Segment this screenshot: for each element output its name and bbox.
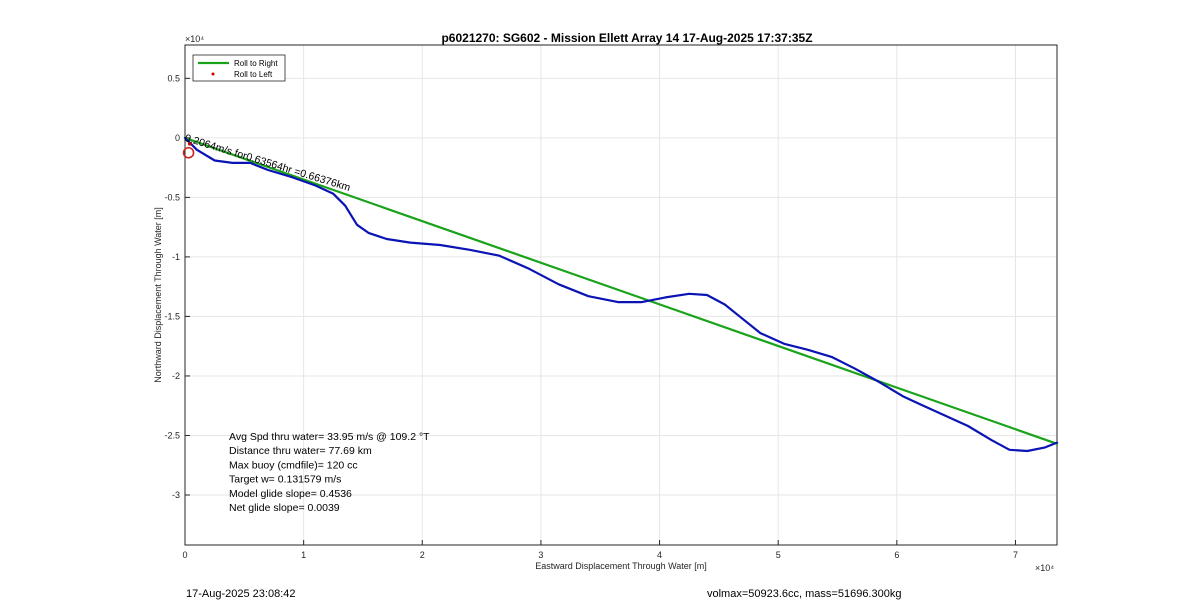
y-tick-label: -2.5 [164, 430, 180, 440]
series-layer [183, 136, 1059, 453]
x-tick-label: 0 [182, 550, 187, 560]
y-axis-exponent: ×10⁴ [185, 34, 204, 44]
x-axis-exponent: ×10⁴ [1035, 563, 1054, 573]
stats-line: Net glide slope= 0.0039 [229, 502, 340, 514]
x-tick-label: 3 [538, 550, 543, 560]
legend: Roll to Right Roll to Left [192, 54, 286, 82]
legend-entry-label: Roll to Right [234, 59, 278, 68]
stats-line: Avg Spd thru water= 33.95 m/s @ 109.2 °T [229, 431, 430, 443]
track-annotation: 0.2064m/s for0.63564hr =0.66376km [183, 132, 352, 194]
y-tick-label: -2 [172, 371, 180, 381]
roll-left-point [187, 142, 192, 146]
footer-timestamp: 17-Aug-2025 23:08:42 [186, 588, 296, 600]
plot-frame [184, 44, 1058, 546]
x-tick-label: 4 [657, 550, 662, 560]
y-tick-label: 0.5 [167, 73, 180, 83]
stats-line: Distance thru water= 77.69 km [229, 445, 372, 457]
x-tick-label: 2 [420, 550, 425, 560]
series-line-0 [183, 136, 1059, 445]
legend-box [192, 54, 286, 82]
grid [184, 45, 1057, 545]
axis-ticks: 0 1 2 3 4 5 6 7 0.5 0 -0.5 -1 -1.5 -2 -2.5 -3 [164, 73, 1017, 560]
x-tick-label: 1 [301, 550, 306, 560]
y-tick-label: -1.5 [164, 311, 180, 321]
x-tick-label: 5 [776, 550, 781, 560]
x-tick-label: 7 [1013, 550, 1018, 560]
y-tick-label: -0.5 [164, 192, 180, 202]
chart-title: p6021270: SG602 - Mission Ellett Array 1… [441, 31, 812, 45]
stats-block: Avg Spd thru water= 33.95 m/s @ 109.2 °T… [229, 431, 430, 514]
y-tick-label: -1 [172, 252, 180, 262]
stats-line: Target w= 0.131579 m/s [229, 474, 341, 486]
series-line-1 [183, 136, 1059, 453]
y-tick-label: -3 [172, 490, 180, 500]
y-axis-label: Northward Displacement Through Water [m] [153, 207, 163, 383]
legend-entry-label: Roll to Left [234, 70, 273, 79]
stats-line: Max buoy (cmdfile)= 120 cc [229, 459, 358, 471]
start-marker [182, 146, 195, 159]
stats-line: Model glide slope= 0.4536 [229, 488, 352, 500]
x-tick-label: 6 [894, 550, 899, 560]
legend-swatch-dot [211, 72, 215, 76]
marker-layer [182, 142, 195, 159]
y-tick-label: 0 [175, 133, 180, 143]
x-axis-label: Eastward Displacement Through Water [m] [535, 561, 707, 571]
footer-vol-mass: volmax=50923.6cc, mass=51696.300kg [707, 588, 902, 600]
